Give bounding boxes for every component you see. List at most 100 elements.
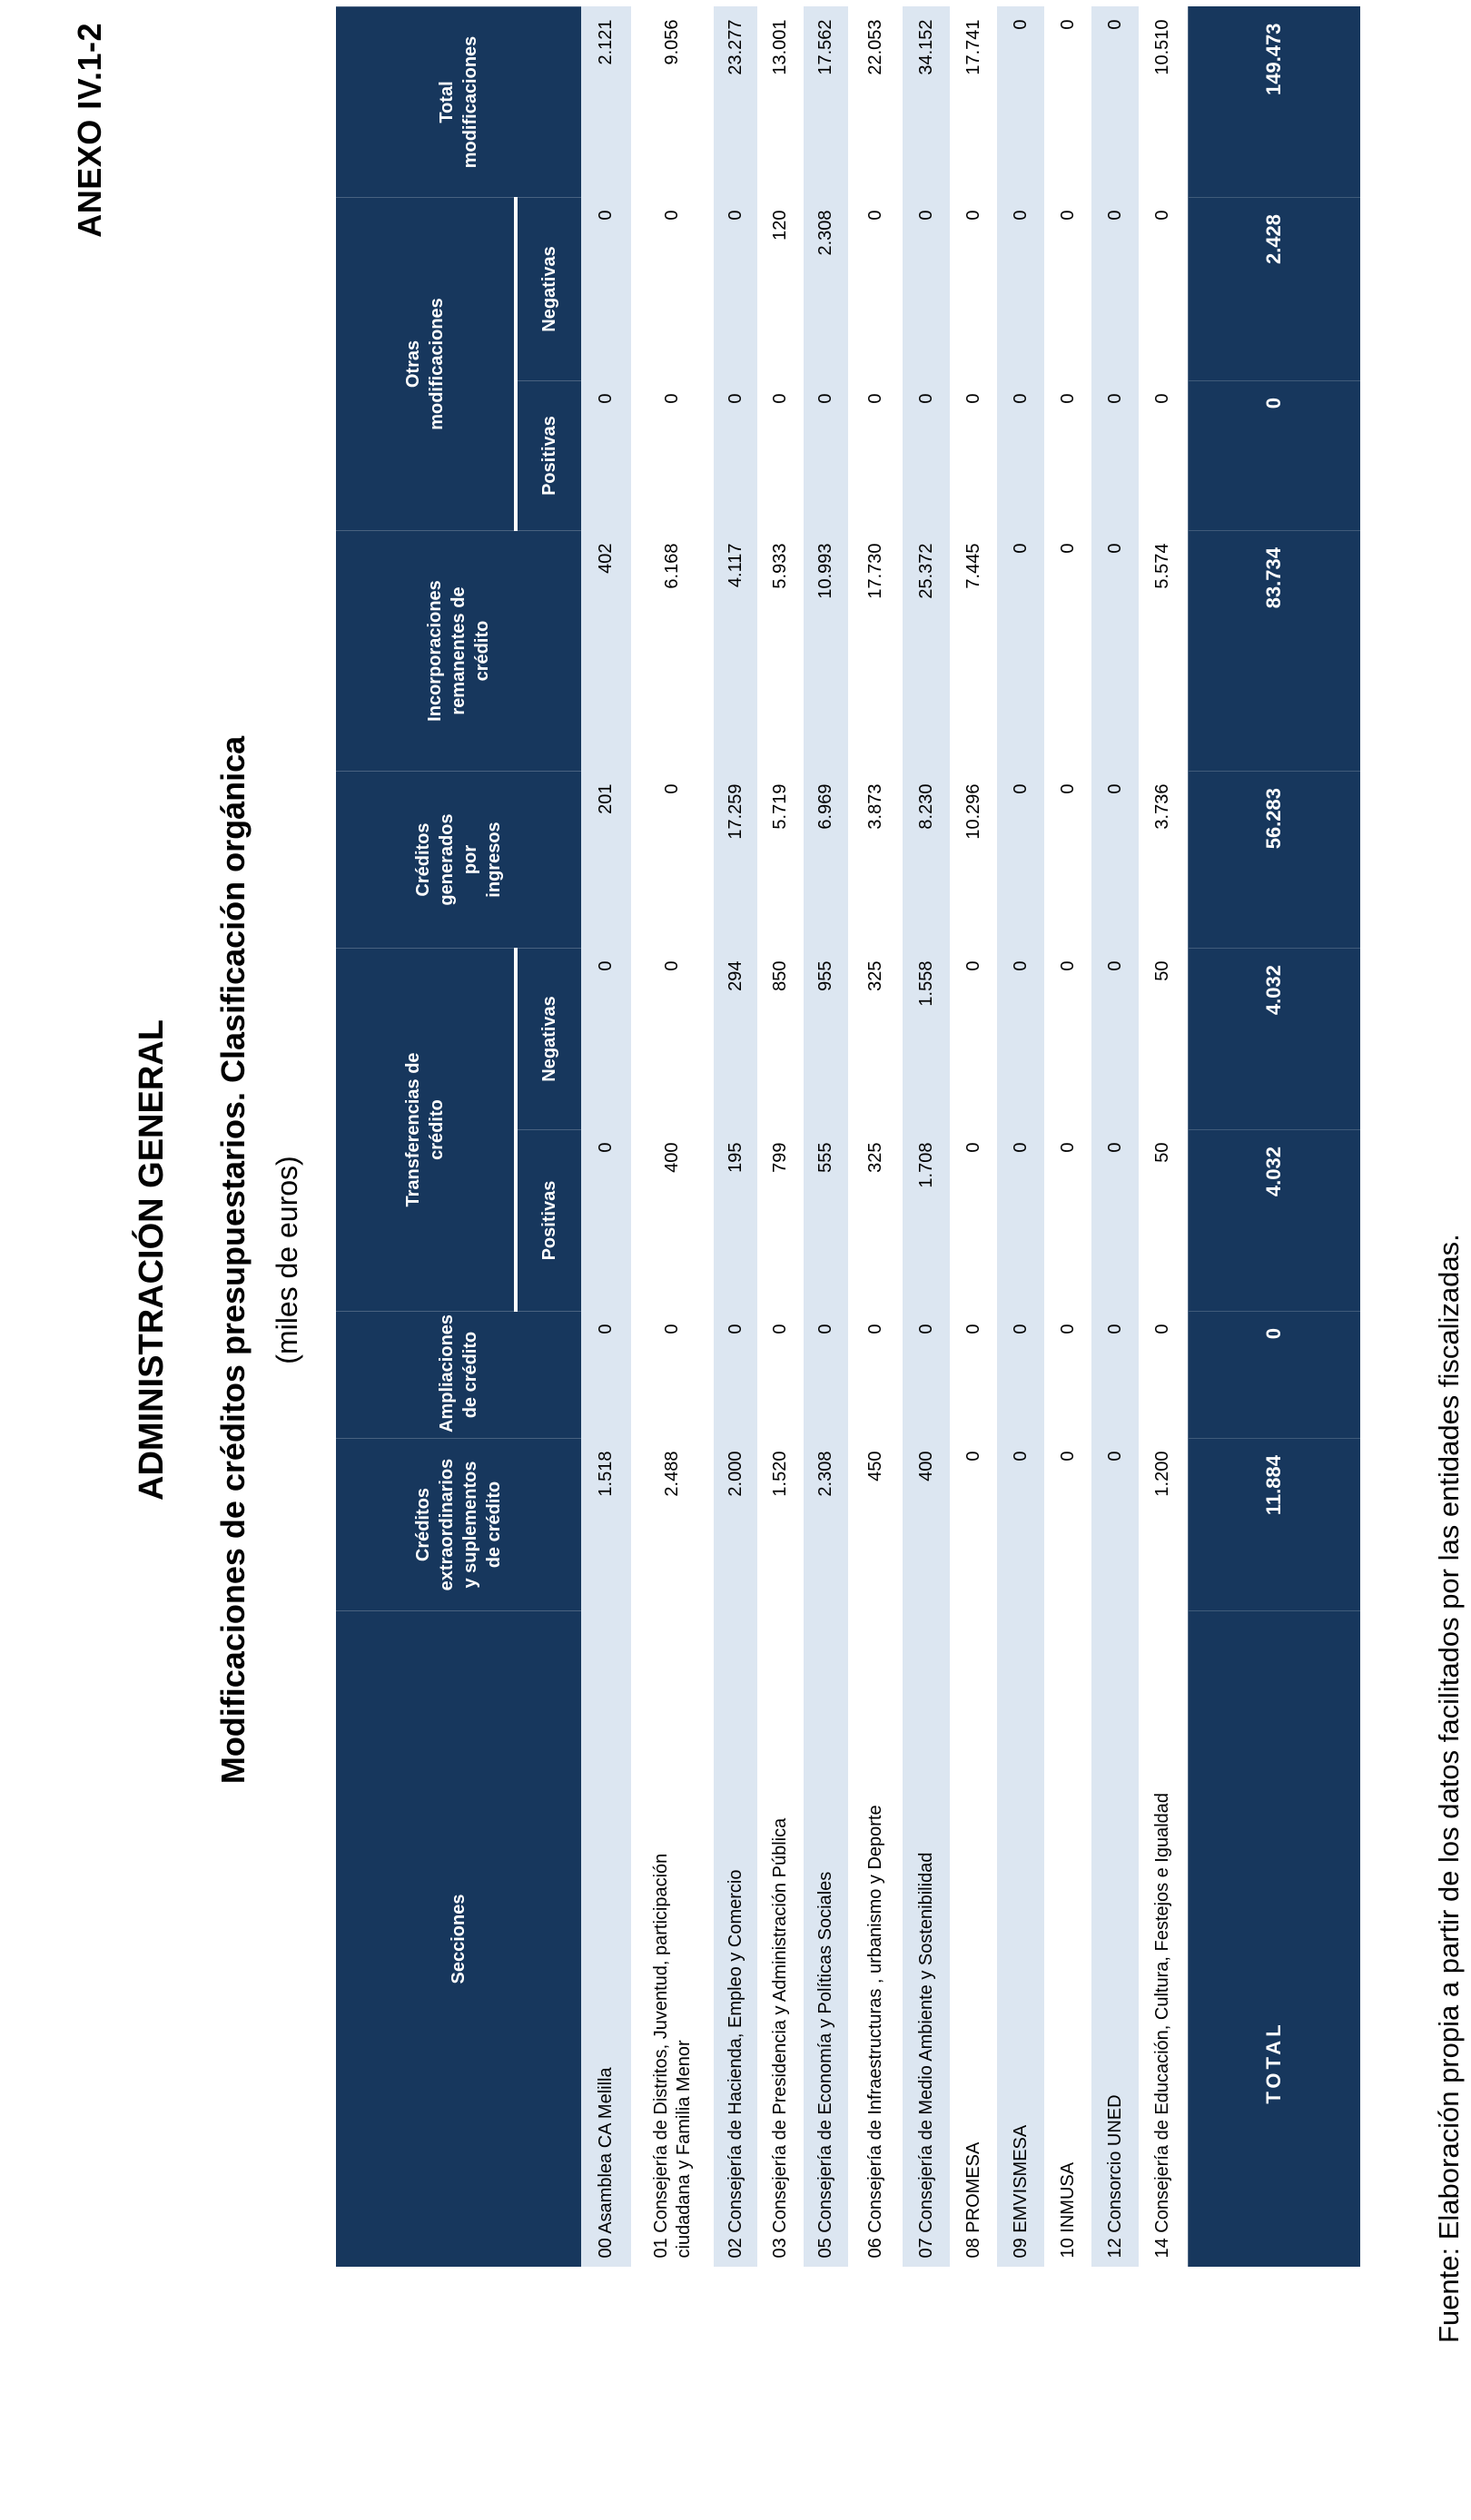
value-cell: 555 [804, 1129, 848, 1312]
total-cell: 0 [1188, 380, 1360, 531]
value-cell: 0 [1091, 1311, 1139, 1439]
value-cell: 6.969 [804, 771, 848, 949]
total-row: TOTAL 11.884 0 4.032 4.032 56.283 83.734… [1188, 6, 1360, 2268]
value-cell: 0 [903, 197, 950, 381]
value-cell: 25.372 [903, 530, 950, 772]
total-cell: 2.428 [1188, 197, 1360, 381]
value-cell: 1.200 [1152, 1451, 1173, 1497]
subheader-otras-positivas: Positivas [516, 380, 581, 531]
value-cell: 0 [581, 1129, 631, 1312]
value-cell: 325 [864, 960, 885, 991]
value-cell: 23.277 [714, 6, 757, 198]
source-note: Fuente: Elaboración propia a partir de l… [1433, 1234, 1465, 2343]
value-cell: 1.558 [903, 948, 950, 1130]
value-cell: 0 [1152, 210, 1173, 221]
section-label: 05 Consejería de Economía y Políticas So… [804, 1610, 848, 2268]
value-cell: 0 [1152, 393, 1173, 404]
value-cell: 17.741 [963, 19, 983, 75]
value-cell: 799 [770, 1142, 790, 1173]
value-cell: 17.562 [804, 6, 848, 198]
total-cell: 11.884 [1188, 1438, 1360, 1611]
section-label: 06 Consejería de Infraestructuras , urba… [864, 1805, 885, 2259]
value-cell: 2.000 [714, 1438, 757, 1611]
section-label: 03 Consejería de Presidencia y Administr… [770, 1817, 790, 2259]
value-cell: 0 [1057, 1451, 1078, 1462]
value-cell: 0 [963, 1451, 983, 1462]
header-ampliaciones: Ampliaciones de crédito [336, 1311, 581, 1439]
value-cell: 10.510 [1152, 19, 1173, 75]
budget-modifications-table: Secciones Créditos extraordinarios y sup… [336, 6, 1360, 2268]
value-cell: 2.308 [804, 1438, 848, 1611]
value-cell: 8.230 [903, 771, 950, 949]
value-cell: 4.117 [714, 530, 757, 772]
value-cell: 0 [903, 1311, 950, 1439]
value-cell: 195 [714, 1129, 757, 1312]
section-label: 12 Consorcio UNED [1091, 1610, 1139, 2268]
section-label: 00 Asamblea CA Melilla [581, 1610, 631, 2268]
value-cell: 0 [1091, 380, 1139, 531]
value-cell: 0 [963, 1324, 983, 1334]
section-label: 14 Consejería de Educación, Cultura, Fes… [1152, 1792, 1173, 2259]
value-cell: 5.933 [770, 543, 790, 589]
value-cell: 0 [1091, 1438, 1139, 1611]
value-cell: 1.518 [581, 1438, 631, 1611]
value-cell: 0 [1057, 1142, 1078, 1153]
section-label: 08 PROMESA [963, 2141, 983, 2259]
value-cell: 0 [581, 948, 631, 1130]
section-label: 07 Consejería de Medio Ambiente y Sosten… [903, 1610, 950, 2268]
value-cell: 0 [1057, 19, 1078, 30]
title-units-miles-de-euros: (miles de euros) [271, 1156, 303, 1364]
table-row: 09 EMVISMESA 0 0 0 0 0 0 0 0 0 [997, 6, 1044, 2268]
value-cell: 0 [1091, 948, 1139, 1130]
value-cell: 450 [864, 1451, 885, 1481]
value-cell: 0 [997, 771, 1044, 949]
value-cell: 0 [997, 6, 1044, 198]
value-cell: 5.574 [1152, 543, 1173, 589]
value-cell: 3.736 [1152, 783, 1173, 830]
value-cell: 0 [1057, 960, 1078, 971]
value-cell: 120 [770, 210, 790, 241]
value-cell: 0 [1057, 783, 1078, 794]
value-cell: 325 [864, 1142, 885, 1173]
value-cell: 50 [1152, 1142, 1173, 1163]
value-cell: 0 [770, 393, 790, 404]
value-cell: 0 [963, 393, 983, 404]
value-cell: 0 [662, 393, 682, 404]
value-cell: 0 [770, 1324, 790, 1334]
value-cell: 2.121 [581, 6, 631, 198]
section-label: 09 EMVISMESA [997, 1610, 1044, 2268]
value-cell: 0 [997, 197, 1044, 381]
value-cell: 0 [581, 380, 631, 531]
value-cell: 0 [997, 1129, 1044, 1312]
value-cell: 0 [662, 960, 682, 971]
table-header: Secciones Créditos extraordinarios y sup… [336, 6, 581, 2268]
value-cell: 5.719 [770, 783, 790, 830]
value-cell: 0 [804, 380, 848, 531]
value-cell: 7.445 [963, 543, 983, 589]
value-cell: 22.053 [864, 19, 885, 75]
value-cell: 0 [963, 210, 983, 221]
value-cell: 0 [1091, 1129, 1139, 1312]
value-cell: 0 [1057, 1324, 1078, 1334]
value-cell: 0 [662, 783, 682, 794]
value-cell: 0 [581, 1311, 631, 1439]
total-cell: 4.032 [1188, 1129, 1360, 1312]
value-cell: 2.308 [804, 197, 848, 381]
total-cell: 0 [1188, 1311, 1360, 1439]
value-cell: 0 [1057, 210, 1078, 221]
header-transferencias: Transferencias de crédito [336, 948, 516, 1312]
value-cell: 0 [1057, 543, 1078, 554]
table-row: 02 Consejería de Hacienda, Empleo y Come… [714, 6, 757, 2268]
value-cell: 0 [714, 380, 757, 531]
value-cell: 0 [997, 948, 1044, 1130]
title-modificaciones: Modificaciones de créditos presupuestari… [214, 735, 252, 1785]
header-otras-modificaciones: Otras modificaciones [336, 197, 516, 531]
value-cell: 0 [1091, 197, 1139, 381]
value-cell: 294 [714, 948, 757, 1130]
value-cell: 0 [714, 1311, 757, 1439]
value-cell: 0 [963, 960, 983, 971]
section-label: 01 Consejería de Distritos, Juventud, pa… [650, 1853, 694, 2259]
value-cell: 0 [997, 1438, 1044, 1611]
value-cell: 201 [581, 771, 631, 949]
